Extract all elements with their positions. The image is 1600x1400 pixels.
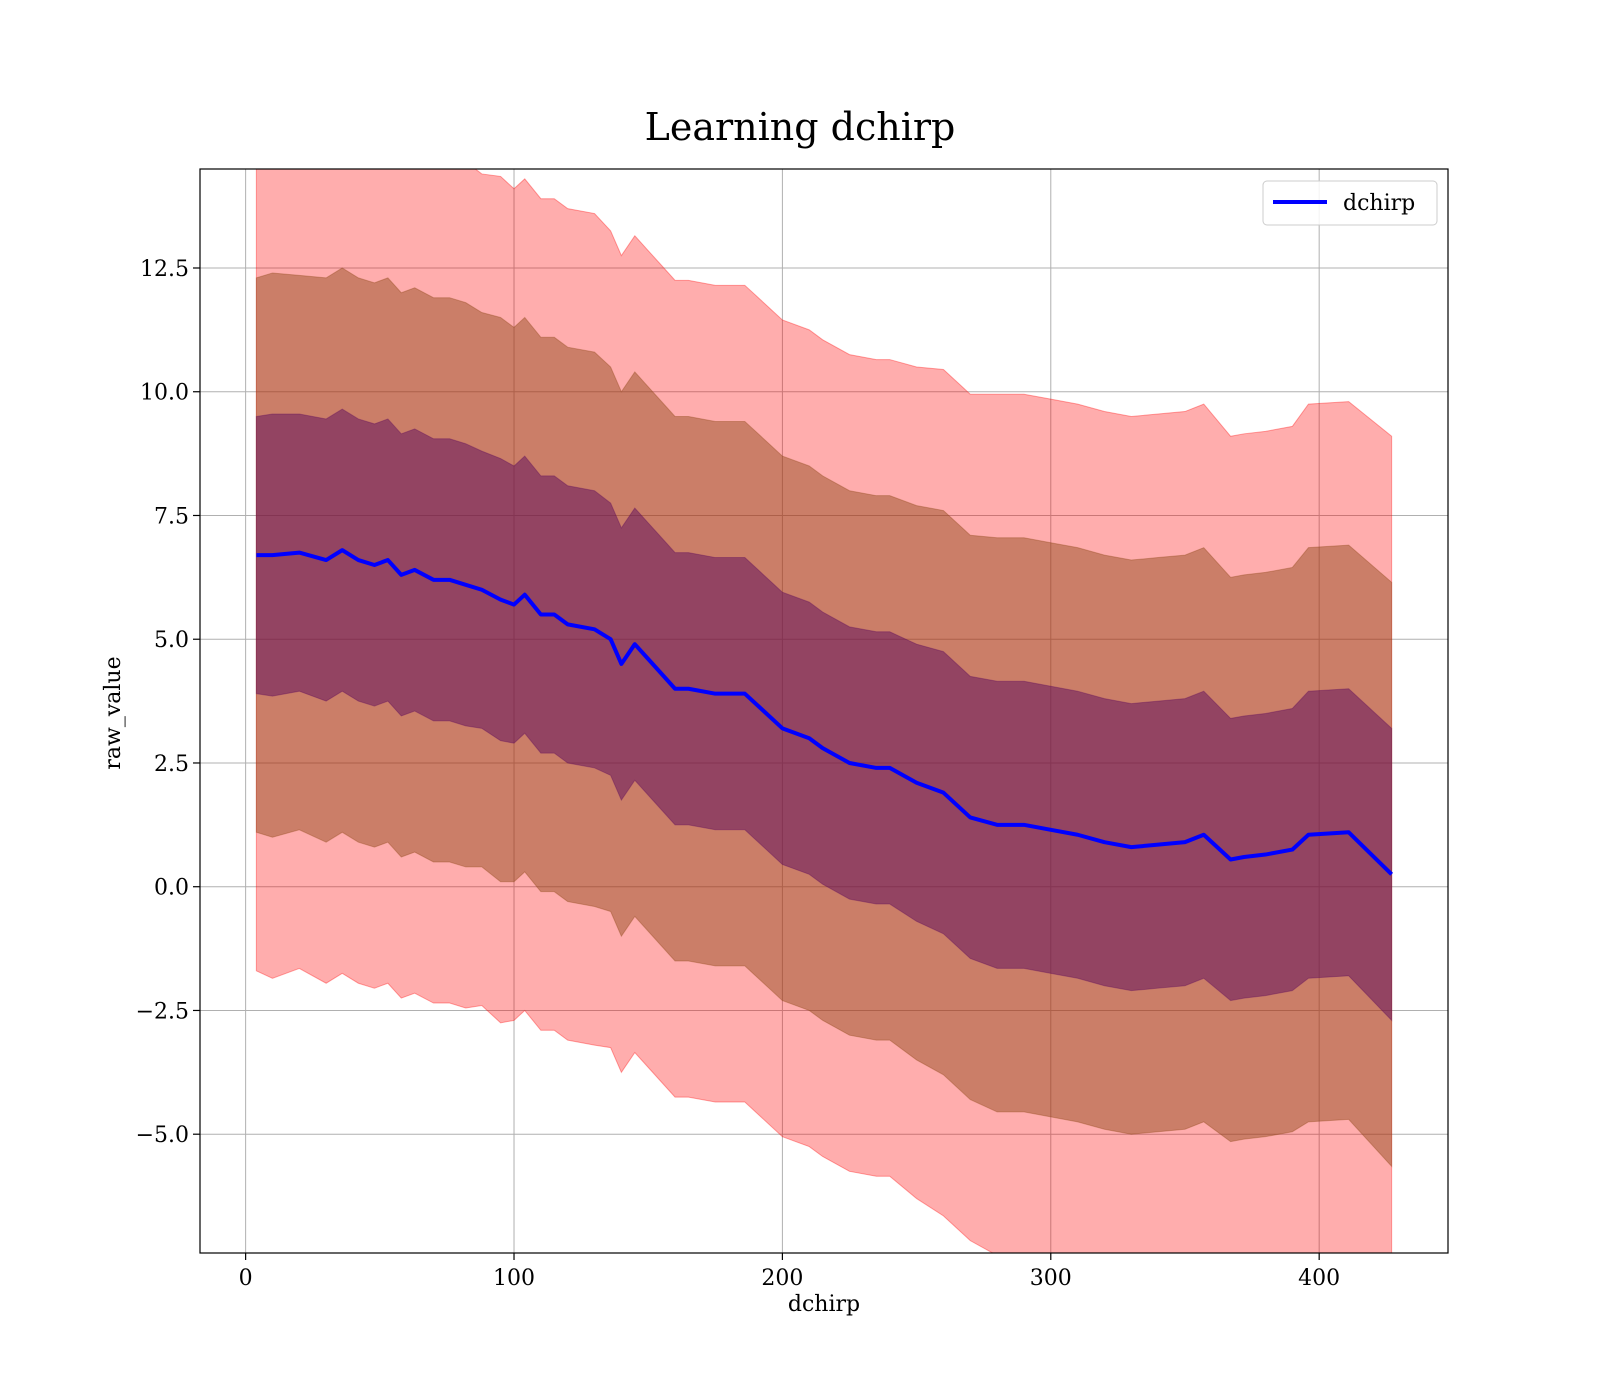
y-tick-label: 10.0: [140, 381, 189, 406]
legend: dchirp: [1262, 180, 1438, 226]
plot-area: [199, 168, 1449, 1254]
series-line-dchirp: [256, 548, 1394, 876]
y-tick-label: −5.0: [136, 1123, 189, 1148]
x-tick-label: 0: [239, 1266, 253, 1291]
y-tick-label: 0.0: [154, 876, 189, 901]
x-tick-label: 400: [1298, 1266, 1340, 1291]
x-tick-label: 200: [761, 1266, 803, 1291]
confidence-bands: [255, 169, 1393, 1253]
y-axis: −5.0 −2.5 0.0 2.5 5.0 7.5 10.0 12.5: [136, 257, 200, 1148]
x-axis-title: dchirp: [788, 1292, 860, 1317]
y-tick-label: 5.0: [154, 628, 189, 653]
legend-box: [1262, 180, 1438, 226]
y-axis-title: raw_value: [101, 656, 126, 769]
x-tick-label: 300: [1030, 1266, 1072, 1291]
x-tick-label: 100: [493, 1266, 535, 1291]
y-tick-label: 7.5: [154, 504, 189, 529]
x-axis: 0 100 200 300 400: [239, 1253, 1340, 1291]
chart-title: Learning dchirp: [645, 105, 956, 149]
legend-entry-dchirp: dchirp: [1343, 191, 1415, 216]
plot-frame: [199, 168, 1449, 1254]
y-tick-label: 12.5: [140, 257, 189, 282]
series-lines: [256, 548, 1394, 876]
band-1-std: [255, 408, 1393, 1022]
y-tick-label: −2.5: [136, 999, 189, 1024]
y-tick-label: 2.5: [154, 752, 189, 777]
